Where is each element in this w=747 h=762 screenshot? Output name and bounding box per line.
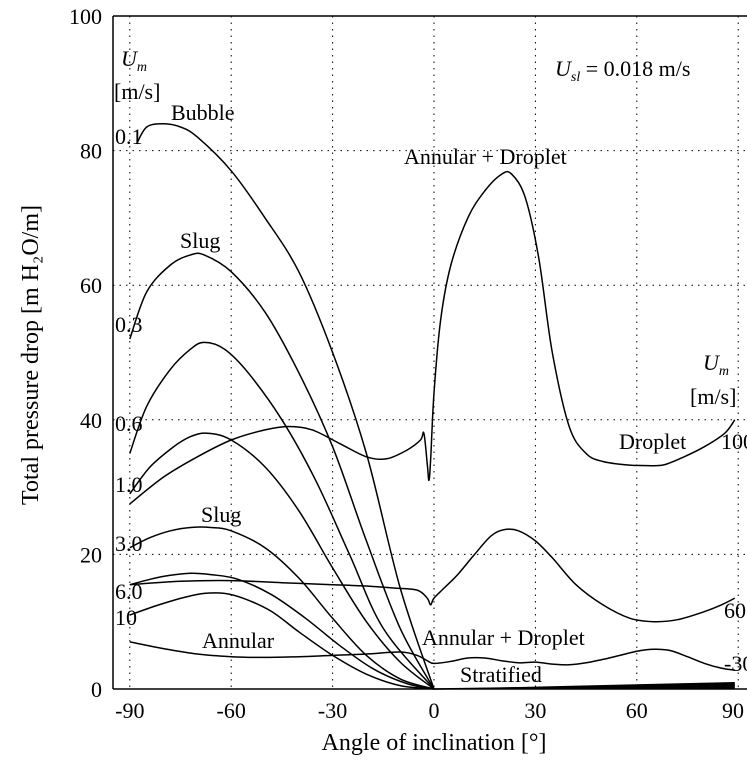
um-left-header: Um bbox=[121, 46, 147, 75]
y-tick-top: 100 bbox=[69, 4, 102, 29]
regime-annular-droplet-bottom: Annular + Droplet bbox=[422, 625, 585, 650]
series-line-60 bbox=[129, 528, 736, 623]
curve-label-60: 60 bbox=[724, 598, 746, 623]
curve-label-0-1: 0.1 bbox=[115, 124, 143, 149]
curve-label-100: 100 bbox=[721, 429, 747, 454]
stratified-band bbox=[434, 681, 735, 689]
regime-annular: Annular bbox=[202, 628, 275, 653]
series-line-6-0 bbox=[129, 572, 435, 690]
y-tick-label: 0 bbox=[91, 677, 102, 702]
regime-bubble: Bubble bbox=[171, 100, 235, 125]
curve-label-1-0: 1.0 bbox=[115, 472, 143, 497]
um-right-unit: [m/s] bbox=[690, 384, 736, 409]
x-tick-label: 0 bbox=[429, 698, 440, 723]
curve-label-0-3: 0.3 bbox=[115, 312, 143, 337]
x-tick-label: -60 bbox=[217, 698, 246, 723]
x-tick-label: 30 bbox=[524, 698, 546, 723]
x-tick-labels: -90 -60 -30 0 30 60 90 bbox=[115, 698, 744, 723]
series-line-3-0 bbox=[129, 526, 435, 690]
curve-label-30: -30 bbox=[724, 651, 747, 676]
curve-label-3-0: 3.0 bbox=[115, 531, 143, 556]
x-tick-label: -30 bbox=[318, 698, 347, 723]
series-line-0-3 bbox=[129, 252, 435, 690]
series-line-0-1 bbox=[135, 122, 435, 690]
um-left-unit: [m/s] bbox=[114, 79, 160, 104]
series-line-0-6 bbox=[129, 341, 435, 690]
regime-slug-top: Slug bbox=[180, 228, 220, 253]
series-line-10 bbox=[129, 592, 435, 690]
x-tick-label: -90 bbox=[115, 698, 144, 723]
regime-stratified: Stratified bbox=[460, 662, 542, 687]
series-line-100 bbox=[129, 170, 736, 505]
usl-label: Usl = 0.018 m/s bbox=[555, 56, 690, 85]
y-axis-label: Total pressure drop [m H₂O/m] bbox=[18, 205, 44, 505]
y-tick-labels: 0 20 40 60 80 bbox=[80, 139, 102, 702]
regime-annular-droplet-top: Annular + Droplet bbox=[404, 144, 567, 169]
series-line-30 bbox=[129, 641, 735, 671]
y-tick-label: 40 bbox=[80, 408, 102, 433]
series-lines bbox=[129, 122, 736, 690]
um-right-header: Um bbox=[703, 350, 729, 379]
x-axis-label: Angle of inclination [°] bbox=[322, 730, 547, 756]
y-tick-label: 20 bbox=[80, 542, 102, 567]
x-tick-label: 90 bbox=[722, 698, 744, 723]
regime-slug-mid: Slug bbox=[201, 502, 241, 527]
curve-label-6-0: 6.0 bbox=[115, 579, 143, 604]
curve-label-0-6: 0.6 bbox=[115, 411, 143, 436]
y-tick-label: 80 bbox=[80, 139, 102, 164]
curve-label-10: 10 bbox=[115, 605, 137, 630]
y-tick-label: 60 bbox=[80, 273, 102, 298]
regime-droplet: Droplet bbox=[619, 429, 686, 454]
series-line-1-0 bbox=[129, 432, 435, 690]
x-tick-label: 60 bbox=[626, 698, 648, 723]
